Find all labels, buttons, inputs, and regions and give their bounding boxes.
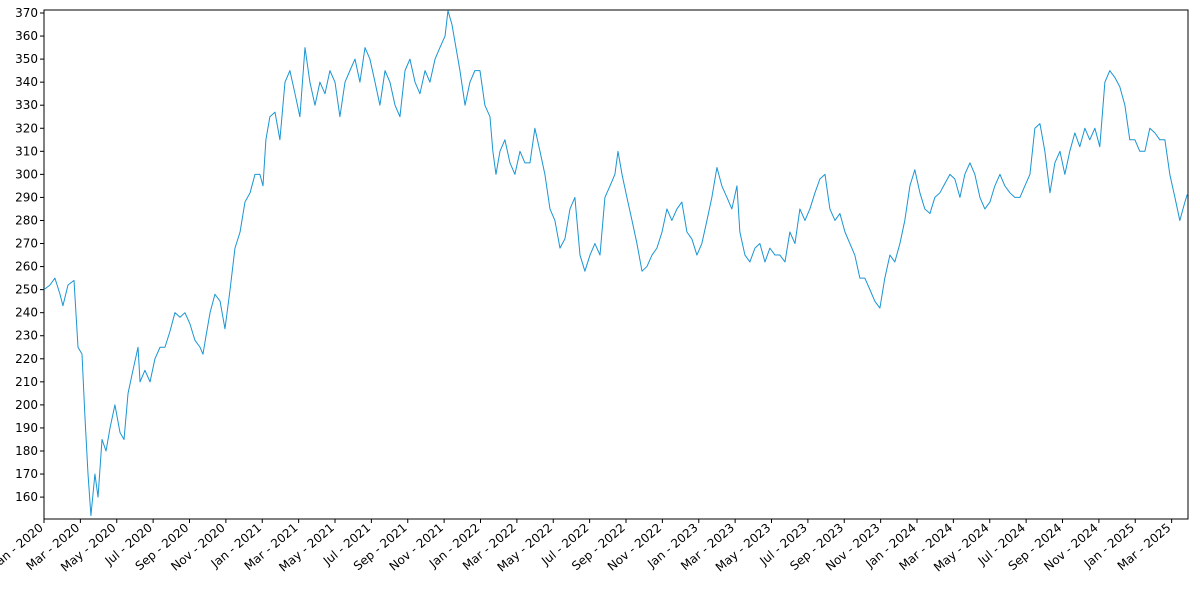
y-tick-label: 340	[15, 75, 38, 89]
y-tick-label: 330	[15, 98, 38, 112]
y-tick-label: 160	[15, 490, 38, 504]
y-tick-label: 260	[15, 260, 38, 274]
y-tick-label: 360	[15, 29, 38, 43]
y-tick-label: 300	[15, 167, 38, 181]
y-tick-label: 290	[15, 190, 38, 204]
y-tick-label: 370	[15, 6, 38, 20]
y-tick-label: 240	[15, 306, 38, 320]
y-tick-label: 210	[15, 375, 38, 389]
y-tick-label: 190	[15, 421, 38, 435]
y-tick-label: 180	[15, 444, 38, 458]
plot-frame	[43, 9, 1189, 520]
y-tick-label: 350	[15, 52, 38, 66]
y-tick-label: 250	[15, 283, 38, 297]
y-tick-label: 320	[15, 121, 38, 135]
y-tick-label: 280	[15, 213, 38, 227]
y-tick-label: 170	[15, 467, 38, 481]
y-tick-label: 220	[15, 352, 38, 366]
y-tick-label: 310	[15, 144, 38, 158]
y-tick-label: 230	[15, 329, 38, 343]
y-tick-label: 200	[15, 398, 38, 412]
y-tick-label: 270	[15, 237, 38, 251]
price-line	[43, 10, 1189, 517]
